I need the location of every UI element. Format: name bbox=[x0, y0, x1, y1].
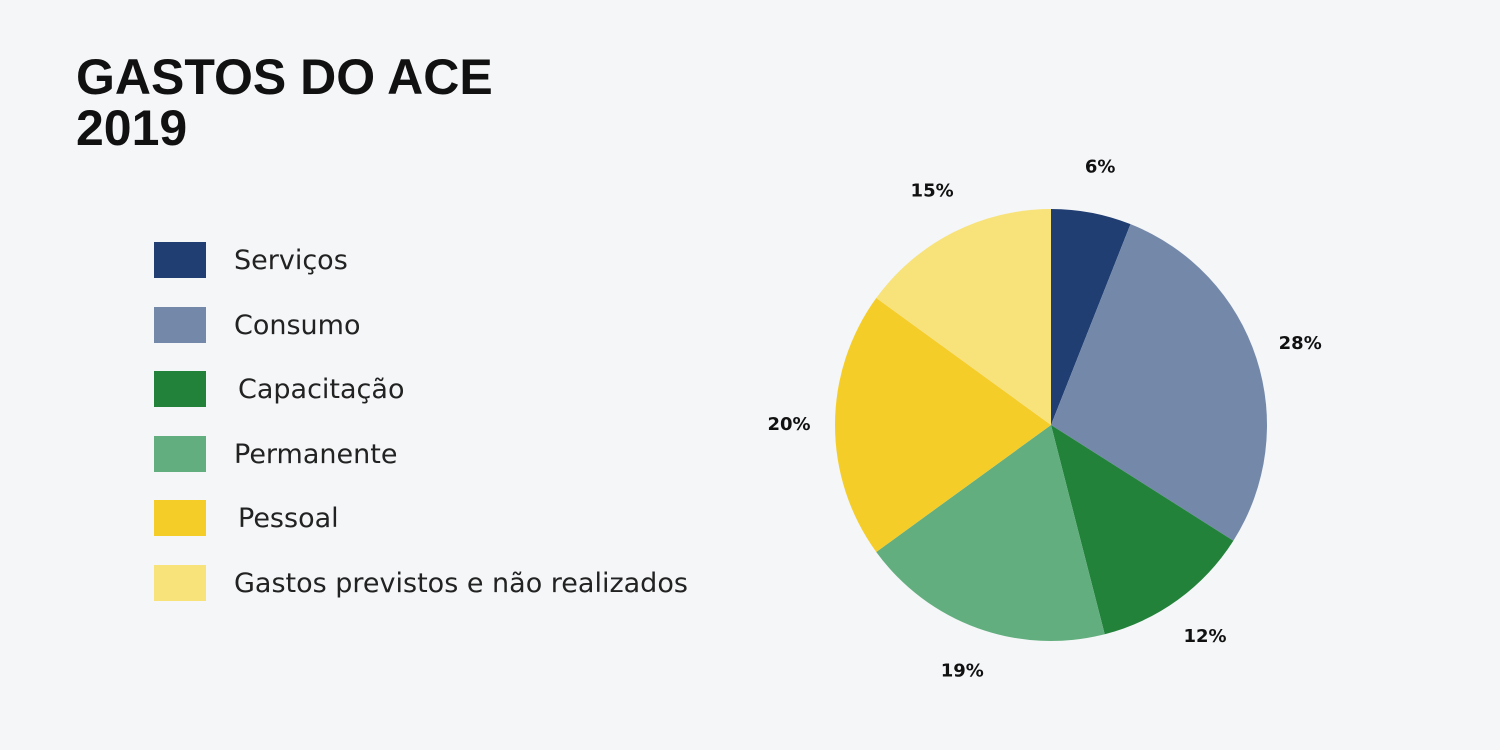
pie-slice-3 bbox=[876, 425, 1105, 641]
legend-swatch-pessoal bbox=[154, 500, 206, 536]
legend-label-pessoal: Pessoal bbox=[238, 502, 339, 534]
legend-swatch-capacitacao bbox=[154, 371, 206, 407]
legend-item-gastos-previstos: Gastos previstos e não realizados bbox=[154, 565, 688, 601]
pie-slice-2 bbox=[1051, 425, 1234, 635]
legend-item-pessoal: Pessoal bbox=[154, 500, 339, 536]
legend-label-permanente: Permanente bbox=[234, 438, 398, 470]
pie-slice-4 bbox=[834, 298, 1051, 552]
pie-value-labels: 6% 28% 12% 19% 20% 15% bbox=[767, 157, 1321, 682]
pie-value-label-1: 28% bbox=[1279, 333, 1322, 354]
pie-value-label-2: 12% bbox=[1183, 626, 1226, 647]
pie-slices bbox=[834, 209, 1267, 641]
legend-swatch-consumo bbox=[154, 307, 206, 343]
legend-item-capacitacao: Capacitação bbox=[154, 371, 404, 407]
legend-label-consumo: Consumo bbox=[234, 309, 361, 341]
pie-slice-5 bbox=[876, 209, 1051, 425]
chart-title-line-1: GASTOS DO ACE bbox=[76, 49, 493, 105]
legend-item-permanente: Permanente bbox=[154, 436, 397, 472]
legend-label-gastos-previstos: Gastos previstos e não realizados bbox=[234, 567, 688, 599]
legend-label-servicos: Serviços bbox=[234, 244, 348, 276]
legend-swatch-gastos-previstos bbox=[154, 565, 206, 601]
pie-value-label-0: 6% bbox=[1085, 157, 1116, 178]
legend-item-servicos: Serviços bbox=[154, 242, 348, 278]
chart-title: GASTOS DO ACE 2019 bbox=[76, 52, 493, 154]
legend-swatch-servicos bbox=[154, 242, 206, 278]
pie-value-label-3: 19% bbox=[941, 661, 984, 682]
legend-swatch-permanente bbox=[154, 436, 206, 472]
chart-title-line-2: 2019 bbox=[76, 100, 188, 156]
pie-slice-0 bbox=[1051, 209, 1131, 425]
legend-item-consumo: Consumo bbox=[154, 307, 360, 343]
legend-label-capacitacao: Capacitação bbox=[238, 373, 405, 405]
pie-value-label-5: 15% bbox=[911, 181, 954, 202]
pie-value-label-4: 20% bbox=[767, 414, 810, 435]
pie-slice-1 bbox=[1051, 224, 1267, 541]
